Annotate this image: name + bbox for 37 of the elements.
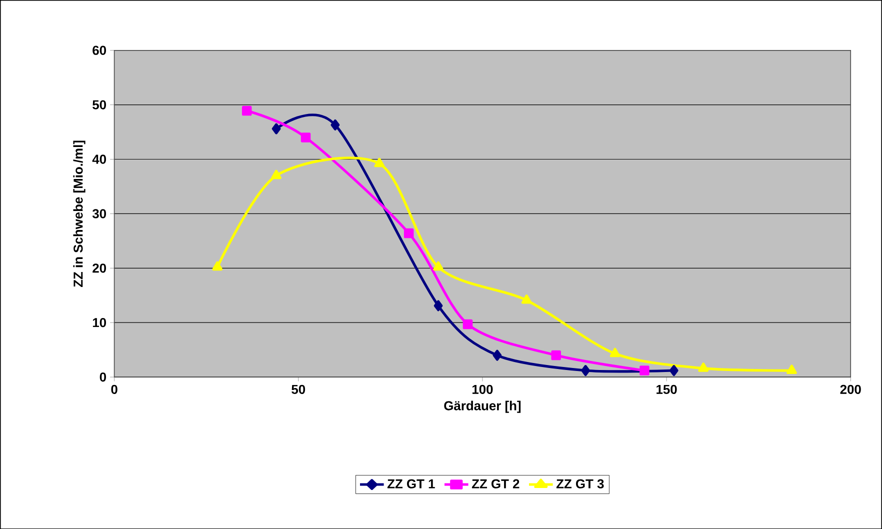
point — [374, 158, 385, 167]
y-axis-title: ZZ in Schwebe [Mio./ml] — [73, 140, 86, 287]
y-tick-label: 10 — [92, 318, 106, 328]
point — [610, 348, 620, 358]
point — [521, 294, 532, 304]
point — [330, 119, 340, 130]
legend-label: ZZ GT 2 — [472, 479, 520, 488]
x-axis-title: Gärdauer [h] — [444, 400, 521, 413]
y-tick-label: 40 — [92, 154, 106, 164]
point — [300, 132, 311, 142]
point — [669, 364, 678, 376]
point — [551, 350, 561, 360]
x-tick-label: 100 — [472, 384, 493, 394]
y-tick-label: 20 — [92, 263, 106, 273]
point — [786, 364, 797, 374]
point — [462, 319, 473, 329]
point — [272, 123, 281, 134]
x-tick-label: 150 — [656, 384, 677, 394]
legend-label: ZZ GT 3 — [556, 479, 604, 488]
point — [581, 364, 590, 376]
x-tick-label: 200 — [840, 384, 861, 394]
point — [698, 362, 709, 372]
point — [404, 228, 414, 238]
point — [434, 300, 443, 312]
point — [433, 261, 444, 270]
legend-label: ZZ GT 1 — [387, 479, 435, 488]
point — [271, 170, 282, 179]
point — [492, 350, 502, 361]
y-tick-label: 60 — [92, 46, 106, 55]
y-tick-label: 30 — [92, 208, 106, 218]
y-tick-label: 0 — [100, 372, 106, 382]
y-tick-label: 50 — [92, 100, 106, 110]
point — [212, 261, 223, 270]
point — [640, 365, 650, 376]
x-tick-label: 0 — [111, 384, 118, 394]
point — [242, 106, 252, 116]
x-tick-label: 50 — [292, 384, 306, 394]
